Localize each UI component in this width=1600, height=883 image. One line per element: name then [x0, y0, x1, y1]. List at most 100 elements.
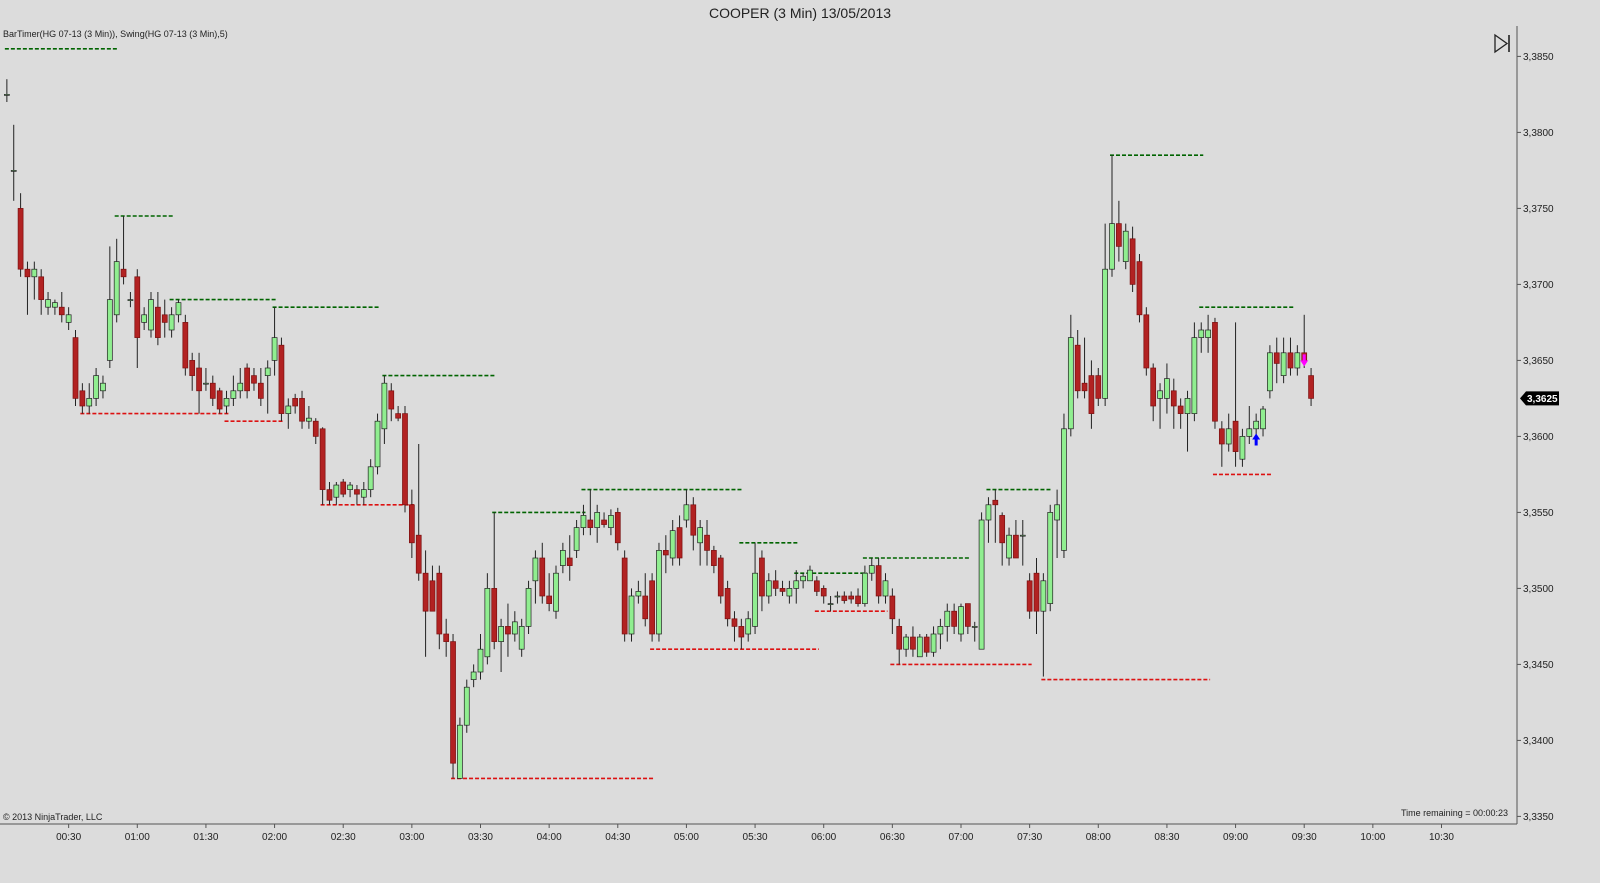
candle-body-141 [971, 626, 978, 628]
candle-body-59 [409, 504, 415, 544]
candle-body-71 [491, 588, 498, 642]
x-tick-label-14: 07:30 [1017, 832, 1042, 843]
y-axis: 3,3350 3,3400 3,3450 3,3500 3,3550 3,3600 3,36… [1517, 52, 1554, 823]
copyright-text: © 2013 NinjaTrader, LLC [3, 812, 103, 822]
candle-body-26 [182, 322, 189, 369]
candle-body-10 [72, 337, 79, 399]
candle-body-37 [257, 382, 264, 399]
candle-body-158 [1088, 375, 1095, 414]
candle-body-47 [326, 489, 333, 501]
candle-body-57 [395, 413, 401, 419]
x-tick-label-18: 09:30 [1292, 832, 1317, 843]
candle-body-4 [31, 268, 38, 278]
candle-body-128 [882, 580, 889, 597]
candle-body-153 [1054, 504, 1060, 521]
candle-body-122 [841, 595, 848, 601]
candle-body-66 [457, 724, 463, 779]
candle-body-73 [505, 626, 511, 635]
candle-body-104 [717, 557, 724, 597]
x-tick-label-9: 05:00 [674, 832, 699, 843]
x-tick-label-10: 05:30 [743, 832, 768, 843]
candle-body-118 [813, 580, 820, 592]
candle-body-101 [697, 527, 704, 544]
candle-body-85 [587, 519, 594, 528]
y-tick-label-6: 3,3650 [1523, 356, 1554, 367]
candle-body-121 [834, 595, 841, 598]
candle-body-171 [1177, 405, 1184, 414]
candle-body-79 [546, 595, 552, 604]
candle-body-165 [1136, 261, 1143, 316]
candle-body-40 [278, 344, 285, 414]
candle-body-44 [306, 417, 312, 422]
y-tick-label-4: 3,3550 [1523, 508, 1554, 519]
candle-body-2 [17, 208, 24, 270]
candle-body-22 [155, 306, 161, 338]
x-axis: 00:30 01:00 01:30 02:00 02:30 03:00 03:30 04:00… [56, 824, 1454, 843]
candle-body-115 [793, 580, 800, 589]
skip-to-end-icon[interactable] [1490, 32, 1514, 54]
candle-body-20 [141, 314, 147, 323]
y-tick-label-10: 3,3850 [1523, 52, 1554, 63]
candle-body-69 [477, 648, 484, 673]
candle-body-170 [1170, 390, 1177, 407]
candle-body-168 [1157, 390, 1163, 399]
candle-body-80 [553, 572, 559, 612]
y-tick-label-8: 3,3750 [1523, 204, 1554, 215]
x-tick-label-5: 03:00 [399, 832, 424, 843]
candle-body-82 [566, 557, 573, 566]
candle-body-179 [1232, 420, 1239, 452]
plot-area[interactable] [0, 26, 1517, 824]
candle-body-157 [1081, 382, 1088, 392]
candle-body-1 [10, 170, 17, 172]
candle-body-146 [1006, 534, 1012, 559]
current-price-label: 3,3625 [1527, 394, 1558, 405]
candle-body-65 [450, 641, 456, 764]
candle-body-53 [367, 466, 374, 490]
candle-body-36 [251, 375, 257, 384]
candle-body-134 [923, 636, 930, 653]
y-tick-label-0: 3,3350 [1523, 812, 1554, 823]
candle-body-166 [1143, 314, 1150, 369]
candle-body-152 [1047, 512, 1054, 604]
candle-body-60 [415, 534, 422, 574]
candle-body-21 [148, 299, 154, 331]
candle-body-61 [422, 572, 429, 612]
candle-body-155 [1067, 337, 1074, 430]
candle-body-156 [1074, 344, 1081, 392]
candle-body-24 [168, 314, 175, 331]
candle-body-43 [299, 398, 305, 422]
candle-body-129 [889, 595, 896, 620]
candle-body-173 [1191, 337, 1198, 414]
candle-body-23 [161, 314, 168, 323]
candle-body-75 [518, 626, 525, 650]
candle-body-14 [100, 382, 106, 392]
candle-body-150 [1033, 572, 1040, 612]
candle-body-45 [312, 420, 319, 437]
candle-body-164 [1129, 238, 1136, 285]
candle-body-133 [916, 636, 923, 658]
candle-body-27 [189, 360, 196, 376]
candle-body-185 [1273, 352, 1280, 364]
candle-body-161 [1109, 223, 1115, 270]
candle-body-138 [951, 610, 957, 627]
candle-body-110 [759, 557, 765, 597]
candle-body-188 [1294, 352, 1301, 369]
candle-body-54 [374, 420, 381, 468]
candle-body-56 [388, 390, 395, 410]
candle-body-70 [484, 588, 491, 658]
candle-body-32 [223, 398, 230, 407]
candle-body-58 [402, 413, 408, 506]
candle-body-167 [1150, 367, 1157, 407]
candle-body-184 [1267, 352, 1273, 392]
current-price-marker: 3,3625 [1520, 391, 1559, 406]
candle-body-89 [614, 512, 621, 544]
candle-body-176 [1212, 322, 1218, 422]
x-tick-label-13: 07:00 [948, 832, 973, 843]
candle-body-145 [999, 515, 1006, 544]
candle-body-98 [676, 527, 683, 559]
candle-body-187 [1287, 352, 1294, 369]
candle-body-96 [662, 550, 669, 556]
y-tick-label-3: 3,3500 [1523, 584, 1554, 595]
candle-body-127 [875, 565, 882, 597]
